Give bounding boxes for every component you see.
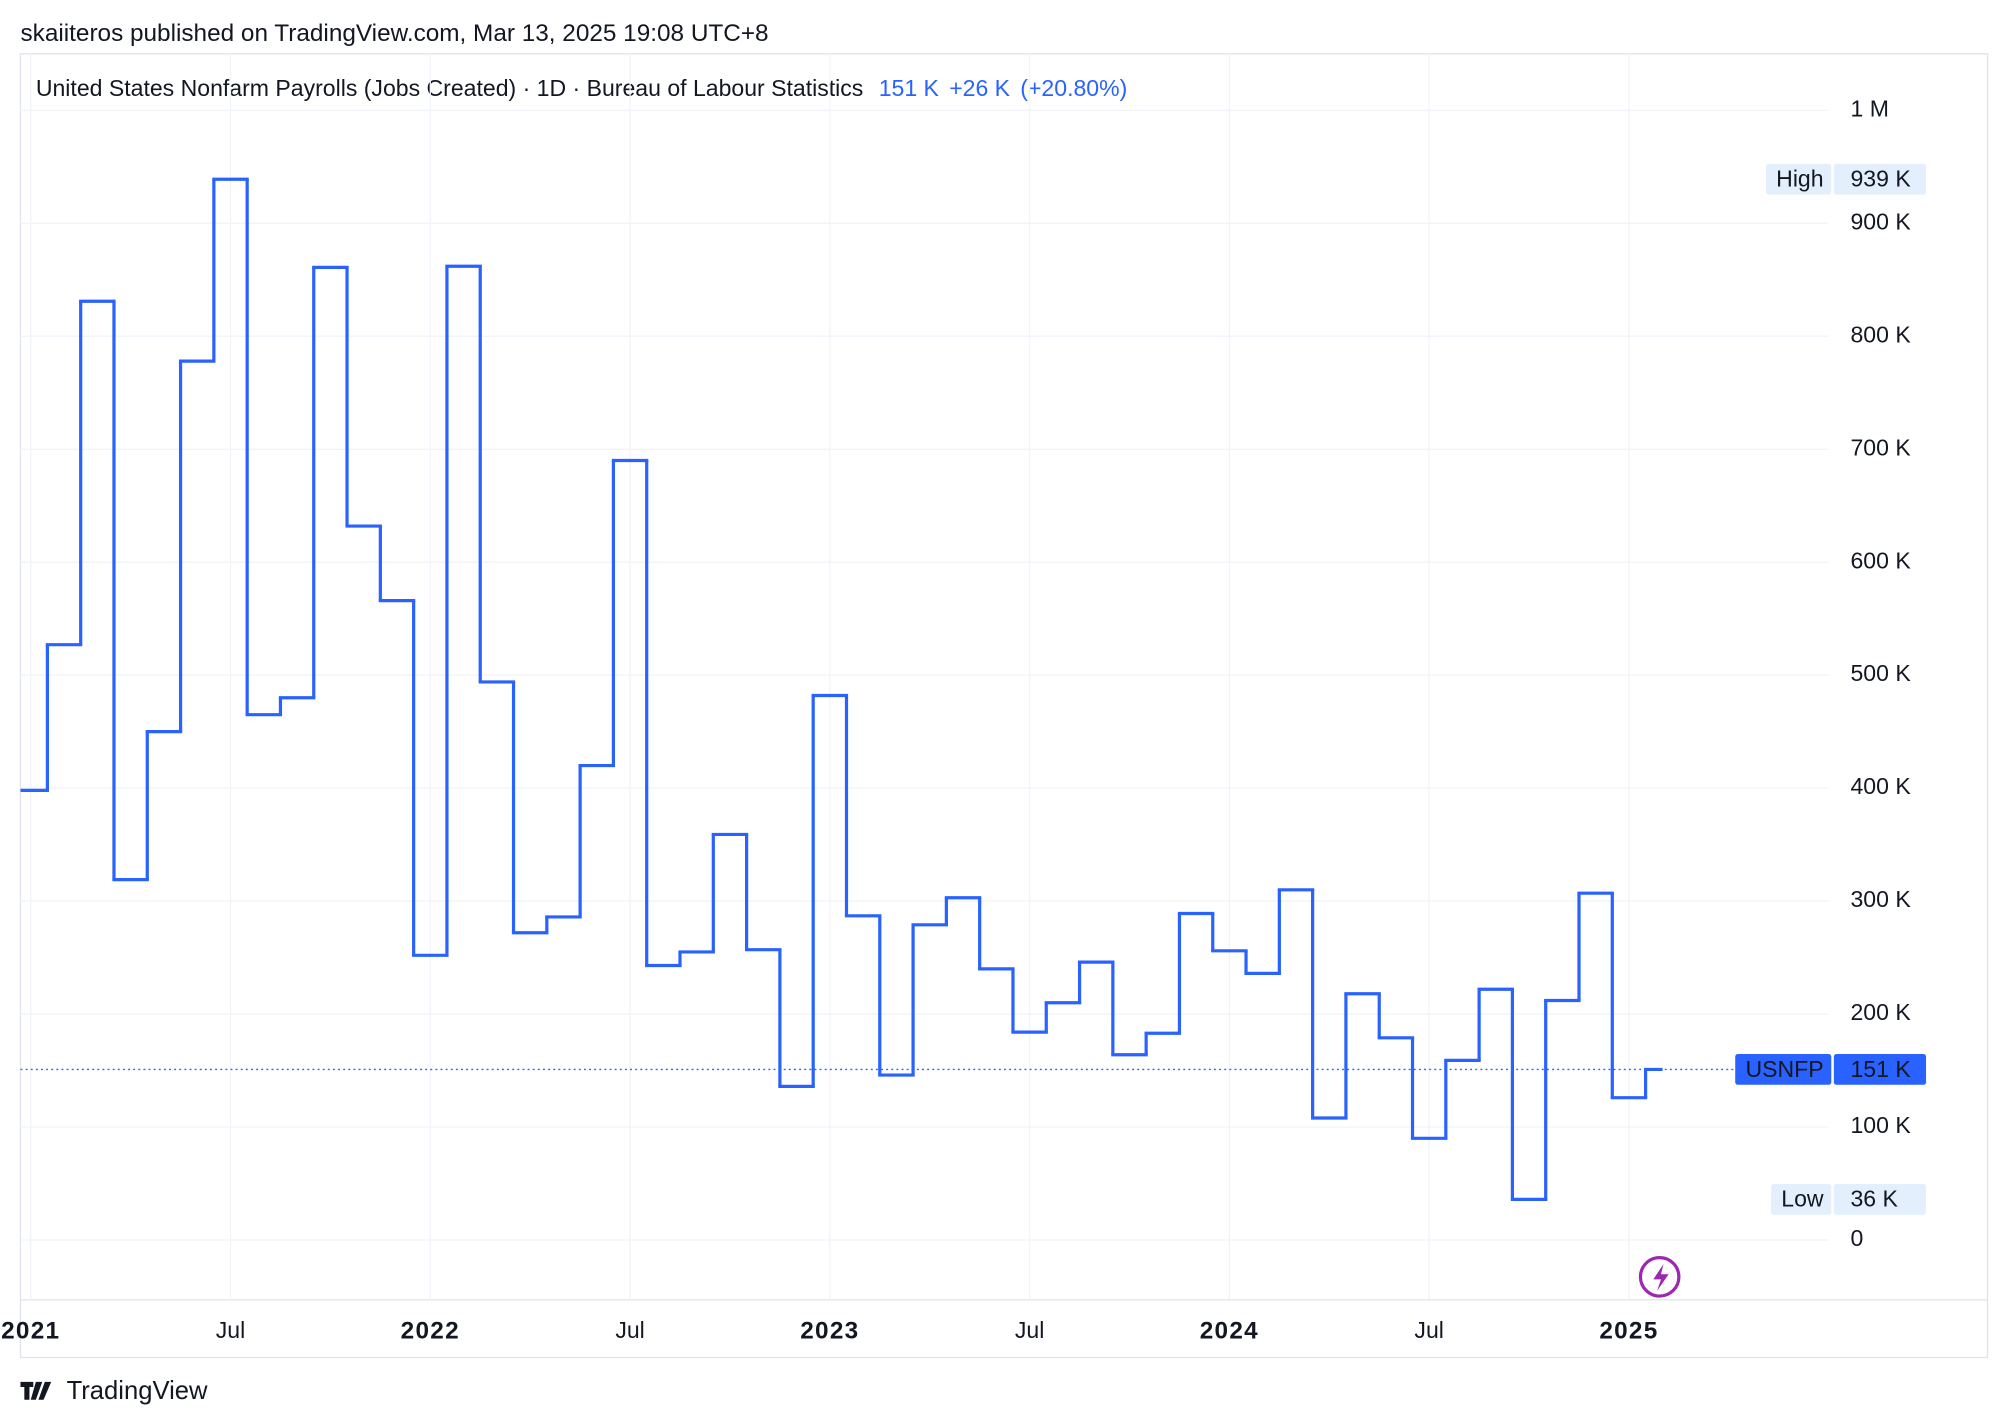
y-tick-label: 600 K xyxy=(1850,547,1911,573)
x-tick-label: 2024 xyxy=(1200,1317,1259,1344)
y-tick-label: 100 K xyxy=(1850,1112,1911,1138)
badge-value: 151 K xyxy=(1850,1056,1911,1082)
badge-name-bg xyxy=(1765,163,1832,195)
x-tick-label: Jul xyxy=(1015,1317,1044,1343)
brand: TradingView xyxy=(67,1377,208,1405)
badge-value-bg xyxy=(1833,1183,1927,1215)
flash-icon[interactable] xyxy=(1638,1256,1681,1298)
x-tick-label: 2022 xyxy=(401,1317,460,1344)
badge-name: High xyxy=(1776,166,1823,192)
y-tick-label: 700 K xyxy=(1850,434,1911,460)
chart-title: United States Nonfarm Payrolls (Jobs Cre… xyxy=(36,75,863,101)
y-tick-label: 300 K xyxy=(1850,886,1911,912)
logo xyxy=(20,1381,52,1400)
y-tick-label: 900 K xyxy=(1850,208,1911,234)
badge-value-bg xyxy=(1833,163,1927,195)
y-tick-label: 200 K xyxy=(1850,999,1911,1025)
x-tick-label: 2023 xyxy=(800,1317,859,1344)
badge-name: USNFP xyxy=(1745,1056,1823,1082)
badge-name: Low xyxy=(1781,1186,1824,1212)
last-value: 151 K xyxy=(879,75,940,101)
badge-value-bg xyxy=(1833,1054,1927,1085)
badge-name-bg xyxy=(1735,1054,1832,1085)
y-tick-label: 0 xyxy=(1850,1225,1863,1251)
y-tick-label: 800 K xyxy=(1850,321,1911,347)
y-tick-label: 1 M xyxy=(1850,95,1888,121)
x-tick-label: 2025 xyxy=(1599,1317,1658,1344)
x-tick-label: Jul xyxy=(615,1317,644,1343)
badge-value: 939 K xyxy=(1850,166,1911,192)
change: +26 K xyxy=(949,75,1010,101)
x-tick-label: Jul xyxy=(1414,1317,1443,1343)
publisher: skaiiteros published on TradingView.com,… xyxy=(20,20,768,47)
badge-value: 36 K xyxy=(1850,1186,1898,1212)
frame xyxy=(19,53,1989,1359)
y-tick-label: 400 K xyxy=(1850,773,1911,799)
x-tick-label: Jul xyxy=(216,1317,245,1343)
flash-bolt xyxy=(1653,1264,1669,1291)
badge-name-bg xyxy=(1771,1183,1832,1215)
y-tick-label: 500 K xyxy=(1850,660,1911,686)
change-percent: (+20.80%) xyxy=(1020,75,1127,101)
step-connector xyxy=(45,179,1648,1200)
x-tick-label: 2021 xyxy=(1,1317,60,1344)
